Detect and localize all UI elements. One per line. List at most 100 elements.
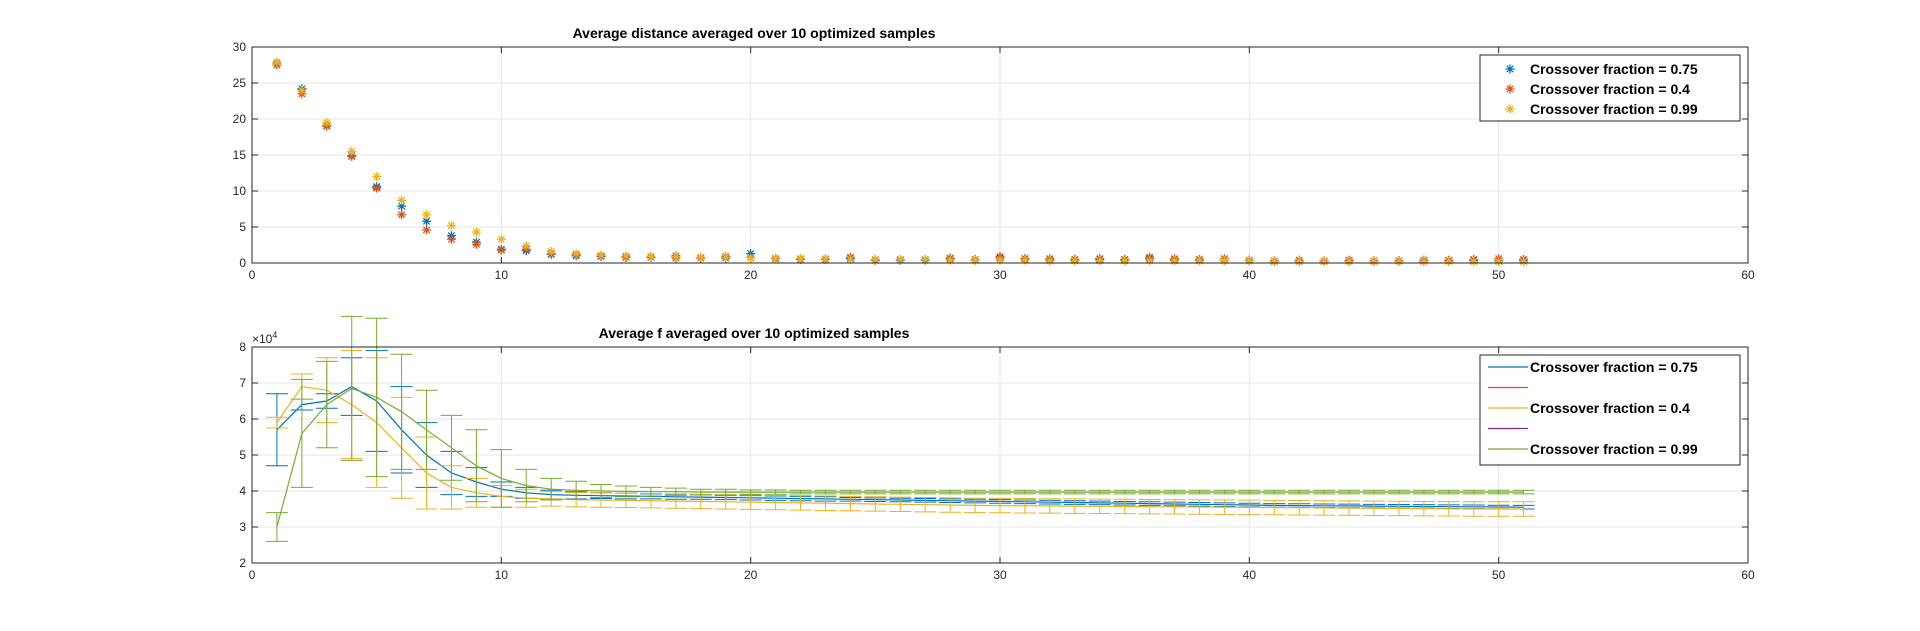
distance-legend: Crossover fraction = 0.75 Crossover fract… (1479, 54, 1741, 122)
legend-label: Crossover fraction = 0.4 (1530, 400, 1690, 416)
data-point (496, 234, 506, 244)
y-tick-label: 5 (239, 220, 246, 234)
series-line (276, 385, 1524, 508)
x-tick-label: 10 (495, 268, 509, 282)
data-point (1020, 255, 1030, 265)
legend-label: Crossover fraction = 0.75 (1530, 359, 1698, 375)
y-exponent-label: ×104 (252, 330, 277, 346)
legend-box (1479, 54, 1741, 122)
marker-stroke (622, 252, 630, 260)
legend-label: Crossover fraction = 0.99 (1530, 101, 1698, 117)
marker-stroke (672, 252, 680, 261)
data-point (596, 250, 606, 260)
legend-marker (1505, 84, 1515, 94)
data-series (272, 58, 1529, 267)
data-point (471, 239, 481, 249)
marker-stroke (1295, 257, 1303, 266)
data-point (820, 254, 830, 264)
marker-stroke (373, 184, 381, 192)
distance-chart-title: Average distance averaged over 10 optimi… (573, 25, 936, 41)
data-point (1170, 256, 1180, 266)
y-tick-label: 0 (239, 256, 246, 270)
marker-stroke (298, 86, 306, 94)
y-tick-label: 25 (233, 76, 247, 90)
y-tick-label: 10 (233, 184, 247, 198)
marker-stroke (697, 253, 705, 261)
marker-stroke (547, 247, 555, 256)
x-tick-label: 20 (744, 268, 758, 282)
marker-stroke (871, 255, 879, 264)
marker-stroke (373, 172, 381, 181)
series-line (276, 387, 1524, 528)
marker-stroke (1270, 257, 1278, 266)
y-tick-label: 15 (233, 148, 247, 162)
marker-stroke (846, 255, 855, 264)
data-series (272, 57, 1529, 267)
y-tick-label: 7 (239, 376, 246, 390)
data-point (796, 254, 806, 264)
data-point (571, 249, 581, 259)
data-point (1494, 257, 1504, 267)
data-point (1194, 256, 1204, 266)
marker-stroke (447, 235, 456, 243)
marker-stroke (323, 118, 331, 127)
data-point (422, 210, 432, 220)
marker-stroke (1506, 105, 1514, 113)
data-point (1319, 257, 1329, 267)
marker-stroke (1345, 257, 1353, 266)
marker-stroke (472, 240, 481, 248)
x-tick-label: 0 (249, 568, 256, 582)
legend-marker (1505, 104, 1515, 114)
marker-stroke (1445, 257, 1453, 266)
series-line (276, 385, 1524, 510)
x-tick-label: 50 (1492, 268, 1506, 282)
data-series (265, 315, 1535, 542)
marker-stroke (397, 211, 406, 219)
marker-stroke (1506, 65, 1514, 73)
marker-stroke (1470, 257, 1478, 266)
f-axes-box (251, 346, 1749, 564)
marker-stroke (971, 256, 979, 264)
data-point (1244, 256, 1254, 266)
x-tick-label: 60 (1741, 568, 1755, 582)
x-tick-label: 40 (1243, 268, 1257, 282)
marker-stroke (397, 202, 406, 210)
marker-stroke (1021, 256, 1029, 264)
marker-stroke (1370, 257, 1378, 266)
marker-stroke (522, 242, 530, 250)
marker-stroke (796, 255, 805, 263)
x-tick-label: 50 (1492, 568, 1506, 582)
data-point (671, 252, 681, 262)
marker-stroke (821, 255, 830, 263)
data-point (1045, 256, 1055, 266)
marker-stroke (497, 246, 505, 254)
data-point (646, 252, 656, 262)
data-point (895, 254, 905, 264)
data-point (1519, 257, 1529, 267)
marker-stroke (1495, 257, 1503, 266)
marker-stroke (447, 221, 456, 230)
f-plot-area (265, 315, 1535, 542)
legend-label: Crossover fraction = 0.99 (1530, 441, 1698, 457)
y-tick-label: 20 (233, 112, 247, 126)
marker-stroke (1506, 85, 1514, 93)
data-point (1095, 256, 1105, 266)
data-point (1394, 257, 1404, 267)
marker-stroke (921, 255, 929, 264)
marker-stroke (422, 211, 431, 219)
marker-stroke (422, 226, 431, 234)
data-point (521, 241, 531, 251)
data-point (471, 227, 481, 237)
y-tick-label: 3 (239, 520, 246, 534)
y-tick-label: 6 (239, 412, 246, 426)
data-point (746, 253, 756, 263)
f-ticks: 0 10 20 30 40 50 60 2 3 4 5 6 7 8 (239, 340, 1755, 582)
data-series (272, 60, 1529, 266)
data-point (1419, 257, 1429, 267)
data-point (372, 172, 382, 182)
marker-stroke (1420, 257, 1428, 266)
x-tick-label: 0 (249, 268, 256, 282)
marker-stroke (722, 253, 730, 261)
data-point (845, 254, 855, 264)
marker-stroke (1519, 257, 1528, 266)
